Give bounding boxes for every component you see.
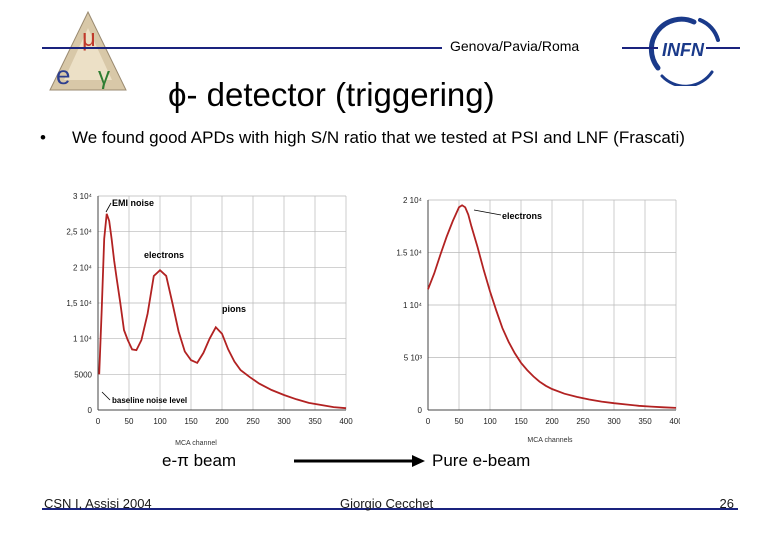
chart-right-x-tick-label: 400: [669, 417, 680, 426]
chart-left-y-tick-label: 1 10⁴: [73, 335, 93, 344]
chart-right-y-tick-label: 1 10⁴: [403, 301, 423, 310]
chart-right-x-tick-label: 200: [545, 417, 559, 426]
chart-right-x-tick-label: 350: [638, 417, 652, 426]
header-group: Genova/Pavia/Roma: [450, 38, 580, 54]
chart-right-x-tick-label: 0: [426, 417, 431, 426]
chart-right-y-tick-label: 0: [418, 406, 423, 415]
chart-right-y-tick-label: 2 10⁴: [403, 196, 423, 205]
chart-left-y-tick-label: 0: [88, 406, 93, 415]
annotation-pions: pions: [222, 304, 246, 314]
bullet-dot-icon: •: [40, 128, 46, 147]
chart-left-x-tick-label: 50: [125, 417, 134, 426]
caption-pure-e-beam: Pure e-beam: [432, 451, 531, 470]
bullet-text: We found good APDs with high S/N ratio t…: [72, 128, 685, 147]
footer-rule: [42, 508, 738, 510]
annotation-electrons: electrons: [144, 250, 184, 260]
logo-gamma: γ: [98, 63, 110, 90]
chart-right-x-tick-label: 300: [607, 417, 621, 426]
chart-left-y-tick-label: 1,5 10⁴: [66, 299, 92, 308]
chart-left-x-tick-label: 150: [184, 417, 198, 426]
chart-left-x-tick-label: 200: [215, 417, 229, 426]
slide-title: ϕ- detector (triggering): [168, 76, 495, 113]
mu-e-gamma-logo-icon: μ e γ: [49, 10, 127, 91]
header-rule: [706, 47, 740, 49]
caption-e-pi-beam: e-π beam: [162, 451, 237, 470]
chart-left-xlabel: MCA channel: [175, 440, 217, 447]
chart-right-x-tick-label: 50: [455, 417, 464, 426]
chart-left-x-tick-label: 400: [339, 417, 353, 426]
chart-left-y-tick-label: 2,5 10⁴: [66, 228, 92, 237]
footer-page-number: 26: [719, 496, 734, 511]
annotation-electrons: electrons: [502, 211, 542, 221]
chart-right-x-tick-label: 150: [514, 417, 528, 426]
chart-left-y-tick-label: 5000: [74, 370, 92, 379]
chart-right-x-tick-label: 100: [483, 417, 497, 426]
chart-right-y-tick-label: 1.5 10⁴: [396, 249, 422, 258]
chart-left-series-line: [98, 213, 347, 410]
arrow-right-icon: [294, 455, 425, 467]
annotation-baseline-noise: baseline noise level: [112, 396, 187, 405]
chart-left-x-tick-label: 250: [246, 417, 260, 426]
annotation-emi-noise-pointer: [105, 202, 112, 213]
chart-right-y-tick-label: 5 10³: [404, 354, 423, 363]
logo-infn-text: INFN: [662, 40, 705, 60]
chart-left-ticks: 0 50 100 150 200 250 300 350 400 0 5000 1 10⁴ 1,5 10…: [66, 192, 353, 426]
chart-left-y-tick-label: 3 10⁴: [73, 192, 93, 201]
logo-mu: μ: [82, 25, 96, 52]
chart-left-x-tick-label: 300: [277, 417, 291, 426]
header-rule: [42, 47, 442, 49]
chart-left-axes: [97, 196, 346, 411]
chart-right-xlabel: MCA channels: [527, 437, 573, 444]
infn-logo-icon: INFN: [648, 16, 720, 86]
chart-left-x-tick-label: 100: [153, 417, 167, 426]
chart-electron: 0 50 100 150 200 250 300 350 400 0 5 10³ 1 10⁴ 1.5 1…: [396, 196, 680, 444]
chart-e-pi: 0 50 100 150 200 250 300 350 400 0 5000 1 10⁴ 1,5 10…: [66, 192, 353, 447]
chart-right-axes: [427, 200, 676, 411]
annotation-emi-noise: EMI noise: [112, 198, 154, 208]
chart-right-series-line: [427, 204, 677, 409]
chart-left-x-tick-label: 350: [308, 417, 322, 426]
footer-author: Giorgio Cecchet: [340, 496, 434, 511]
chart-right-grid: [427, 199, 677, 411]
chart-right-x-tick-label: 250: [576, 417, 590, 426]
footer-conference: CSN I, Assisi 2004: [44, 496, 152, 511]
logo-e: e: [56, 60, 70, 90]
header-rule: [622, 47, 658, 49]
chart-left-y-tick-label: 2 10⁴: [73, 263, 93, 272]
chart-right-ticks: 0 50 100 150 200 250 300 350 400 0 5 10³ 1 10⁴ 1.5 1…: [396, 196, 680, 426]
chart-left-x-tick-label: 0: [96, 417, 101, 426]
chart-left-grid: [97, 195, 347, 411]
annotation-baseline-pointer: [101, 391, 111, 401]
annotation-electrons-pointer: [473, 209, 502, 216]
